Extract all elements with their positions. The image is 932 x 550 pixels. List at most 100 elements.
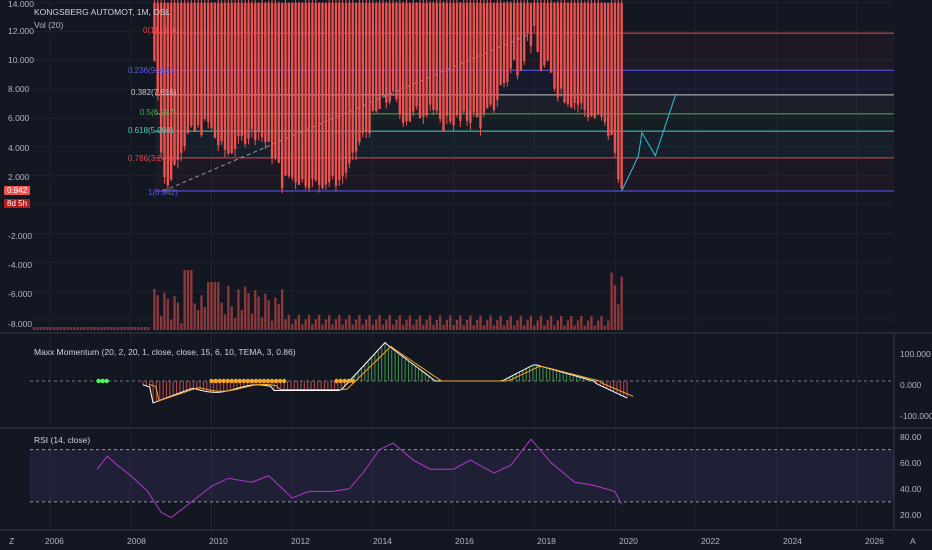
- momentum-signal-dot: [225, 378, 230, 384]
- volume-bar: [502, 325, 506, 330]
- volume-bar: [583, 325, 586, 330]
- volume-bar: [137, 327, 140, 330]
- candle-body: [395, 2, 398, 100]
- volume-bar: [156, 295, 159, 330]
- candlesticks: [153, 0, 623, 194]
- candle-body: [334, 2, 338, 186]
- time-tick-label: 2014: [373, 536, 392, 546]
- volume-bar: [438, 315, 442, 330]
- candle-body: [361, 2, 365, 134]
- momentum-signal-dot: [100, 378, 105, 384]
- candle-body: [499, 2, 502, 85]
- candle-body: [590, 2, 593, 117]
- candle-body: [213, 2, 217, 139]
- volume-bar: [415, 319, 418, 330]
- candle-body: [445, 2, 449, 116]
- auto-scale-icon[interactable]: A: [910, 536, 916, 546]
- fib-label-0618: 0.618(5.098): [128, 126, 174, 135]
- candle-body: [301, 2, 304, 180]
- volume-bar: [32, 327, 36, 330]
- volume-bar: [422, 324, 425, 330]
- volume-bar: [307, 314, 311, 330]
- fib-label-1: 1(0.942): [148, 188, 178, 197]
- candle-body: [220, 2, 223, 142]
- volume-bar: [432, 324, 435, 330]
- candle-body: [412, 2, 415, 112]
- volume-bar: [516, 320, 519, 330]
- candle-body: [223, 2, 227, 150]
- volume-bar: [401, 324, 405, 330]
- volume-bar: [210, 282, 213, 330]
- volume-label: Vol (20): [34, 20, 63, 30]
- time-tick-label: 2024: [783, 536, 802, 546]
- candle-body: [156, 2, 159, 96]
- candle-body: [408, 2, 412, 122]
- candle-body: [277, 2, 280, 163]
- candle-body: [317, 2, 321, 185]
- candle-body: [250, 2, 254, 130]
- momentum-signal-dot: [241, 378, 247, 384]
- candle-body: [264, 2, 267, 143]
- price-tick-label: 10.000: [8, 55, 34, 65]
- candle-body: [381, 2, 385, 95]
- volume-bar: [378, 315, 381, 330]
- volume-bar: [452, 324, 455, 330]
- volume-bar: [499, 315, 502, 330]
- candle-body: [378, 2, 381, 109]
- volume-bar: [180, 323, 183, 330]
- momentum-signal-dot: [257, 378, 263, 384]
- volume-bar: [442, 324, 445, 330]
- candle-body: [492, 2, 496, 111]
- volume-bar: [267, 300, 270, 330]
- volume-bar: [291, 324, 294, 330]
- volume-bar: [576, 320, 580, 330]
- candle-body: [533, 2, 536, 26]
- volume-bar: [351, 324, 354, 330]
- rsi-tick-label: 40.00: [900, 484, 922, 494]
- projection-path[interactable]: [621, 94, 676, 192]
- volume-bar: [277, 303, 280, 330]
- symbol-title: KONGSBERG AUTOMOT, 1M, OSL: [34, 7, 171, 17]
- volume-bar: [496, 320, 499, 330]
- volume-bar: [69, 327, 73, 330]
- momentum-signal-dot: [209, 378, 214, 384]
- volume-bar: [170, 319, 173, 330]
- volume-bar: [435, 319, 438, 330]
- volume-bar: [375, 319, 378, 330]
- candle-body: [294, 2, 297, 183]
- volume-bar: [163, 292, 166, 330]
- timezone-icon[interactable]: Z: [9, 536, 14, 546]
- candle-body: [196, 2, 200, 126]
- candle-body: [284, 2, 287, 176]
- volume-bar: [365, 319, 368, 330]
- volume-bar: [173, 296, 176, 330]
- volume-bar: [573, 325, 576, 330]
- candle-body: [428, 2, 432, 105]
- volume-bar: [193, 303, 196, 330]
- volume-bar: [489, 315, 492, 330]
- time-tick-label: 2026: [865, 536, 884, 546]
- candle-body: [237, 2, 240, 137]
- candle-body: [566, 2, 570, 104]
- fib-label-0236: 0.236(9.321): [128, 66, 174, 75]
- bar-countdown-badge: 8d 5h: [4, 199, 31, 208]
- volume-bar: [76, 327, 79, 330]
- volume-bar: [459, 315, 462, 330]
- time-tick-label: 2008: [127, 536, 146, 546]
- volume-bar: [227, 285, 230, 330]
- volume-bar: [620, 276, 623, 330]
- candle-body: [260, 2, 264, 138]
- candle-body: [311, 2, 314, 179]
- volume-bar: [603, 325, 607, 330]
- candle-body: [472, 2, 475, 113]
- candle-body: [210, 2, 213, 129]
- momentum-signal-dot: [104, 378, 109, 384]
- candle-body: [536, 2, 539, 52]
- volume-bar: [475, 320, 479, 330]
- candle-body: [512, 2, 516, 60]
- volume-bar: [546, 320, 549, 330]
- volume-bar: [287, 314, 291, 330]
- candle-body: [153, 2, 156, 61]
